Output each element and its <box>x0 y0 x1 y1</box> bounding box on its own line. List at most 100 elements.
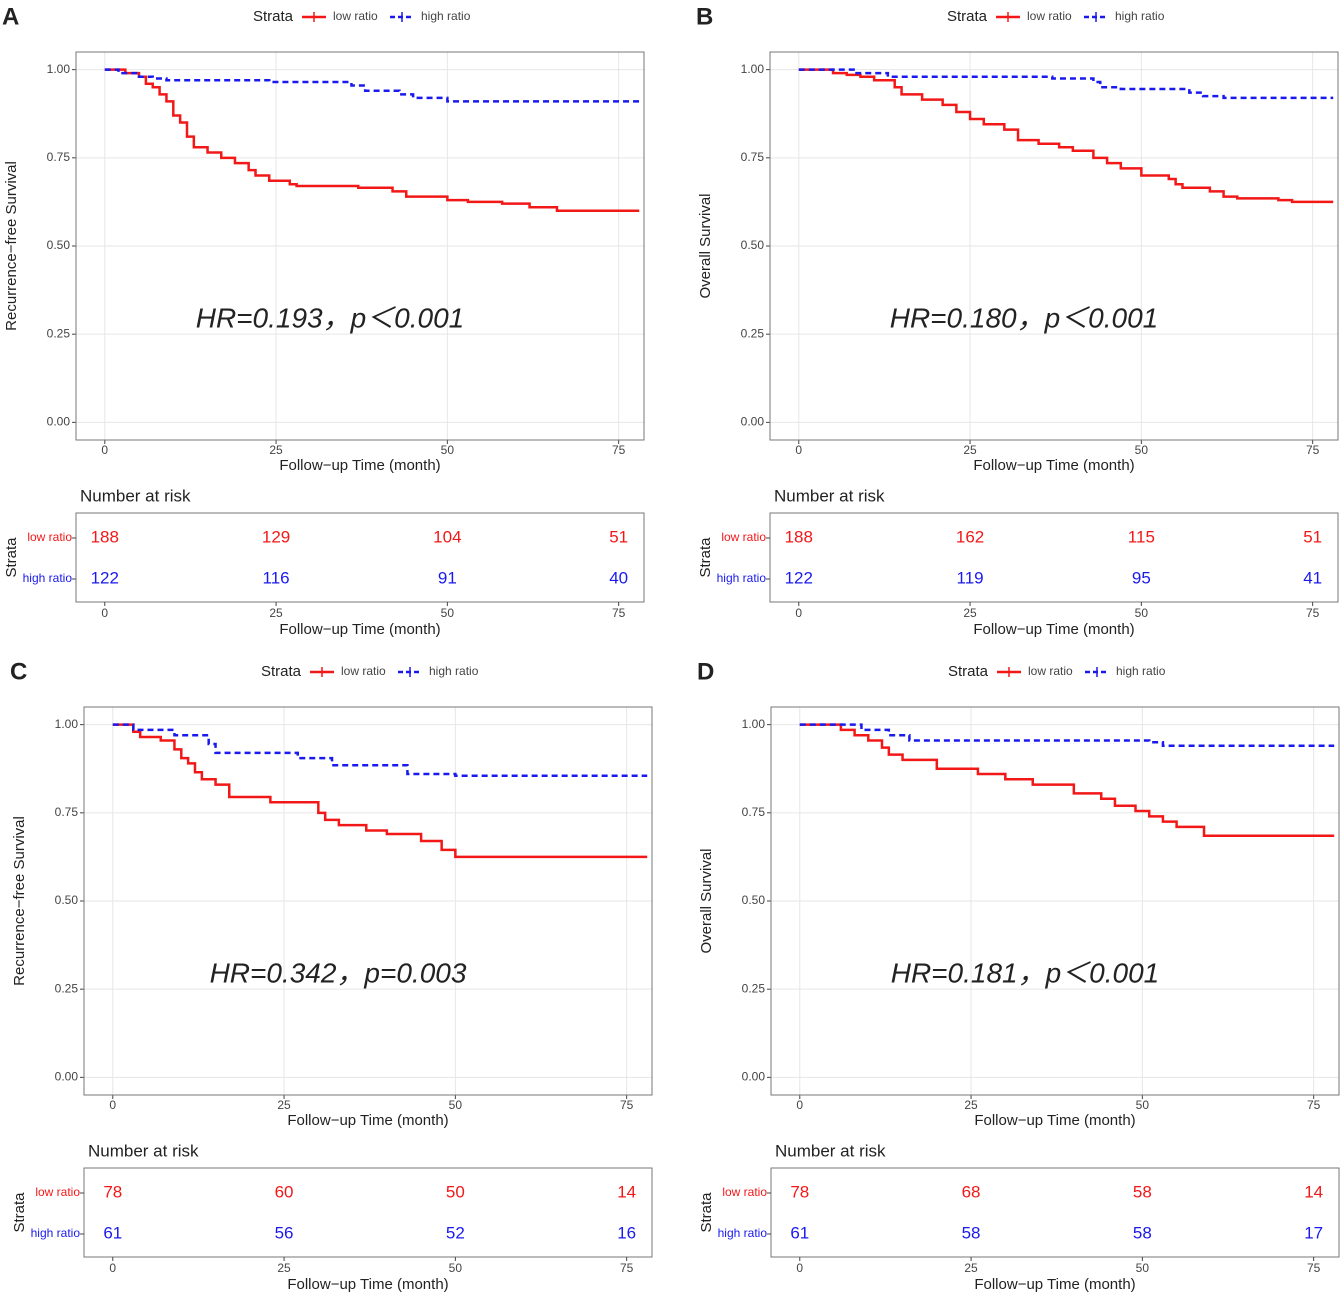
plot-frame <box>83 706 653 1096</box>
x-tick-label: 25 <box>269 443 283 457</box>
annotation: HR=0.181，p＜0.001 <box>891 957 1160 988</box>
y-tick-label: 0.25 <box>55 981 79 995</box>
legend: Strata low ratio high ratio <box>261 663 479 680</box>
risk-count: 51 <box>1303 527 1322 546</box>
x-tick-label: 0 <box>109 1261 116 1275</box>
legend-label: high ratio <box>1115 9 1165 23</box>
legend-title: Strata <box>947 8 988 25</box>
x-tick-label: 0 <box>109 1098 116 1112</box>
legend-label: low ratio <box>1027 9 1072 23</box>
x-axis-label: Follow−up Time (month) <box>973 457 1134 474</box>
panel: D Strata low ratio high ratio 0.00 0.25 0.50 0.… <box>697 658 1340 1293</box>
x-axis-label: Follow−up Time (month) <box>974 1276 1135 1293</box>
risk-count: 115 <box>1128 527 1155 546</box>
risk-count: 16 <box>617 1223 636 1242</box>
risk-count: 17 <box>1304 1223 1323 1242</box>
y-tick-label: 0.00 <box>47 415 71 429</box>
annotation: HR=0.193，p＜0.001 <box>196 302 465 333</box>
risk-count: 41 <box>1303 568 1322 587</box>
risk-row-label: high ratio <box>718 1226 768 1240</box>
survival-curve <box>104 68 640 212</box>
y-tick-label: 0.25 <box>47 326 71 340</box>
x-tick-label: 75 <box>620 1098 634 1112</box>
x-tick-label: 25 <box>277 1261 291 1275</box>
risk-count: 52 <box>446 1223 465 1242</box>
x-tick-label: 50 <box>441 606 455 620</box>
risk-count: 58 <box>1133 1223 1152 1242</box>
risk-row-label: low ratio <box>35 1185 80 1199</box>
y-axis-label: Recurrence−free Survival <box>3 161 20 331</box>
x-axis-label: Follow−up Time (month) <box>279 457 440 474</box>
x-tick-label: 50 <box>1135 606 1149 620</box>
x-tick-label: 50 <box>1135 443 1149 457</box>
x-tick-label: 25 <box>963 443 977 457</box>
x-tick-label: 50 <box>1136 1261 1150 1275</box>
risk-row-label: high ratio <box>31 1226 81 1240</box>
legend-label: low ratio <box>333 9 378 23</box>
x-tick-label: 0 <box>796 1261 803 1275</box>
risk-row-label: low ratio <box>722 1185 767 1199</box>
risk-table-frame <box>75 512 645 603</box>
risk-count: 122 <box>91 568 119 587</box>
x-tick-label: 50 <box>449 1098 463 1112</box>
y-tick-label: 0.75 <box>47 150 71 164</box>
legend-title: Strata <box>261 663 302 680</box>
panel-letter: A <box>2 3 19 30</box>
legend-title: Strata <box>948 663 989 680</box>
legend-label: high ratio <box>421 9 471 23</box>
survival-curve <box>798 68 1334 204</box>
x-tick-label: 75 <box>1306 606 1320 620</box>
legend: Strata low ratio high ratio <box>947 8 1165 25</box>
risk-table-y-label: Strata <box>3 537 20 578</box>
y-axis-label: Overall Survival <box>697 193 714 298</box>
risk-count: 162 <box>956 527 984 546</box>
y-tick-label: 0.00 <box>742 1070 766 1084</box>
risk-count: 78 <box>790 1182 809 1201</box>
risk-count: 50 <box>446 1182 465 1201</box>
risk-count: 60 <box>275 1182 294 1201</box>
legend-title: Strata <box>253 8 294 25</box>
risk-count: 188 <box>91 527 119 546</box>
risk-row-label: high ratio <box>23 571 73 585</box>
risk-count: 188 <box>785 527 813 546</box>
plot-frame <box>769 51 1339 441</box>
y-tick-label: 0.75 <box>55 805 79 819</box>
risk-count: 129 <box>262 527 290 546</box>
survival-curve <box>112 723 648 859</box>
x-tick-label: 50 <box>441 443 455 457</box>
risk-count: 61 <box>790 1223 809 1242</box>
y-tick-label: 1.00 <box>47 62 71 76</box>
risk-count: 116 <box>263 568 290 587</box>
x-tick-label: 75 <box>1307 1261 1321 1275</box>
y-axis-label: Overall Survival <box>698 848 715 953</box>
y-tick-label: 0.75 <box>741 150 765 164</box>
x-tick-label: 0 <box>795 443 802 457</box>
risk-count: 122 <box>785 568 813 587</box>
y-tick-label: 1.00 <box>742 717 766 731</box>
y-tick-label: 0.25 <box>742 981 766 995</box>
y-tick-label: 0.50 <box>742 893 766 907</box>
y-axis-label: Recurrence−free Survival <box>11 816 28 986</box>
panel-letter: D <box>697 658 714 685</box>
risk-count: 119 <box>957 568 984 587</box>
legend: Strata low ratio high ratio <box>253 8 471 25</box>
legend-label: high ratio <box>1116 664 1166 678</box>
x-tick-label: 0 <box>101 443 108 457</box>
risk-row-label: high ratio <box>717 571 767 585</box>
x-axis-label: Follow−up Time (month) <box>279 621 440 638</box>
risk-table-frame <box>83 1167 653 1258</box>
survival-curve <box>799 723 1335 748</box>
panel-letter: B <box>696 3 713 30</box>
x-tick-label: 0 <box>796 1098 803 1112</box>
risk-count: 58 <box>962 1223 981 1242</box>
risk-count: 14 <box>617 1182 636 1201</box>
x-tick-label: 50 <box>449 1261 463 1275</box>
risk-table-title: Number at risk <box>774 486 885 505</box>
y-tick-label: 0.00 <box>741 415 765 429</box>
y-tick-label: 0.50 <box>741 238 765 252</box>
legend: Strata low ratio high ratio <box>948 663 1166 680</box>
risk-table-frame <box>770 1167 1340 1258</box>
risk-count: 14 <box>1304 1182 1323 1201</box>
risk-table-frame <box>769 512 1339 603</box>
